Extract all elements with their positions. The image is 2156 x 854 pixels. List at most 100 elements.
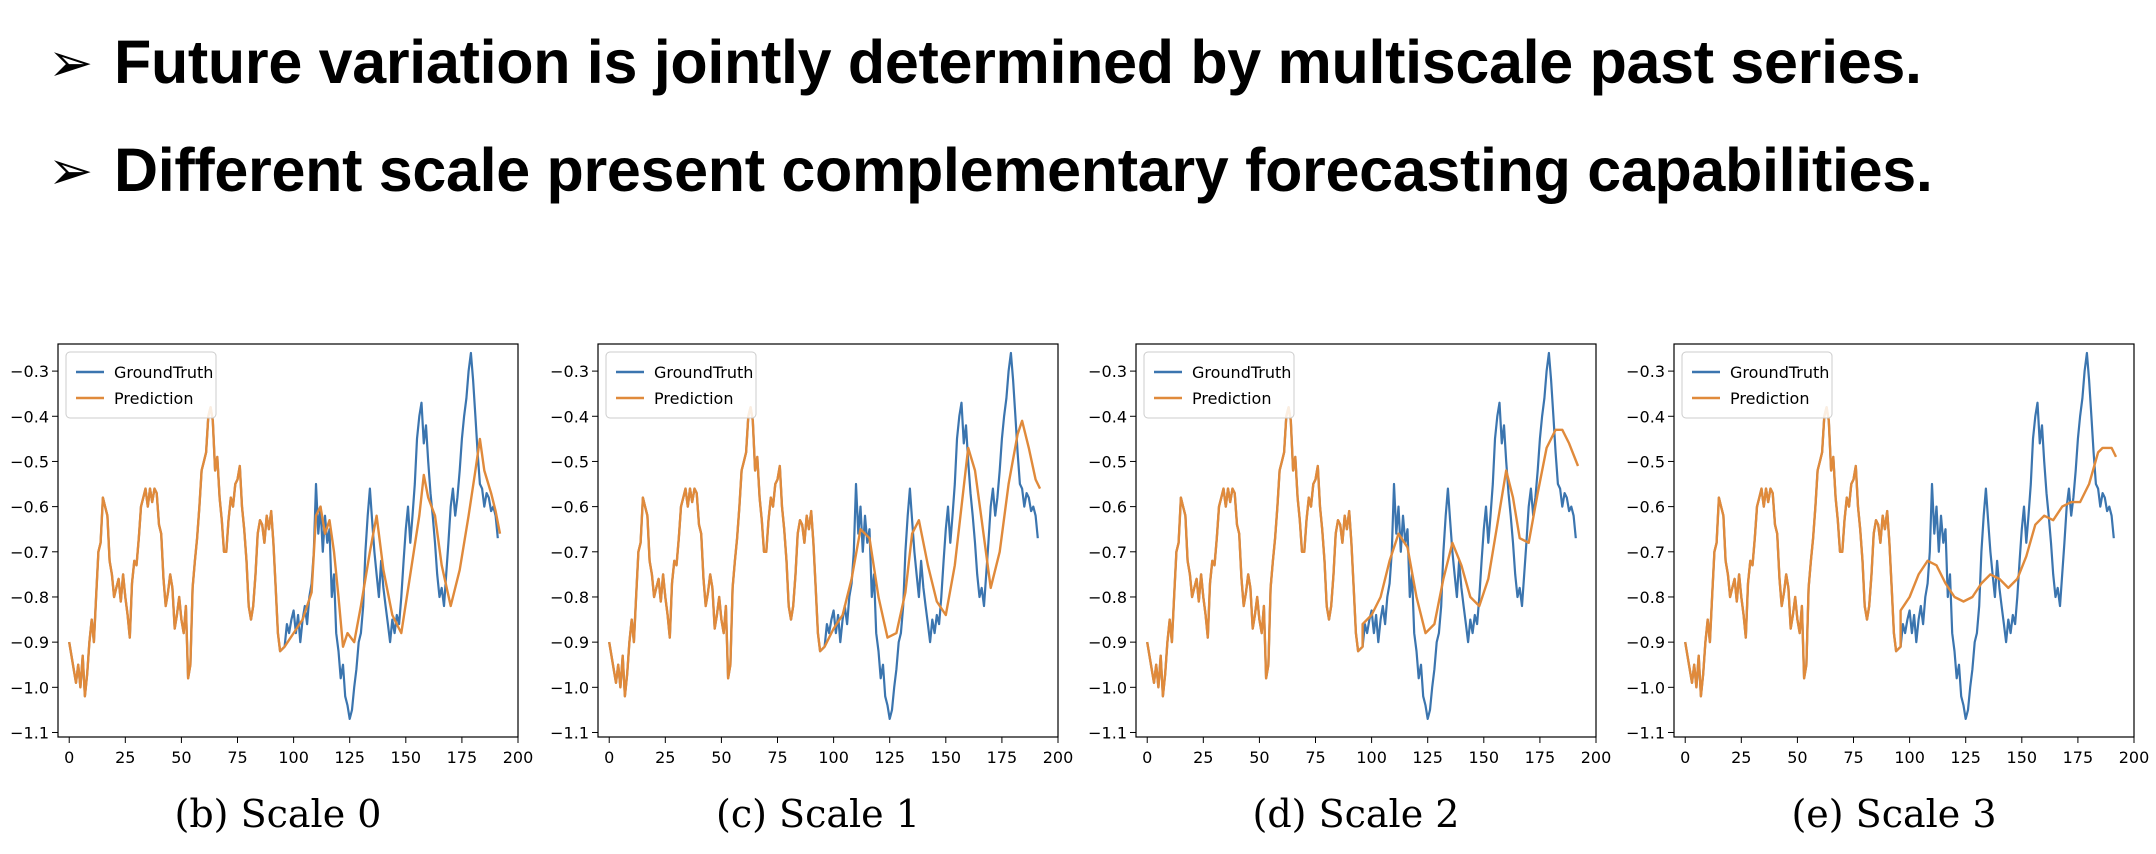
chart-panel: −0.3 −0.4 −0.5 −0.6 −0.7 −0.8 −0.9 −1.0 −1.1 0 25 5… (1626, 343, 2150, 836)
y-tick-label: −0.4 (1626, 407, 1665, 426)
y-tick-label: −1.0 (1088, 678, 1127, 697)
x-tick-label: 0 (604, 748, 614, 767)
x-tick-label: 175 (2063, 748, 2094, 767)
legend-label-prediction: Prediction (654, 389, 733, 408)
x-tick-label: 175 (447, 748, 478, 767)
x-tick-label: 125 (874, 748, 905, 767)
y-tick-label: −0.4 (550, 407, 589, 426)
x-tick-label: 175 (1525, 748, 1556, 767)
y-tick-label: −0.6 (10, 498, 49, 517)
x-tick-label: 125 (334, 748, 365, 767)
arrow-bullet-icon: ➢ (48, 30, 94, 94)
x-tick-label: 0 (1142, 748, 1152, 767)
y-tick-label: −0.8 (550, 588, 589, 607)
legend-box (1143, 351, 1295, 419)
bullet-text: Different scale present complementary fo… (114, 136, 1933, 204)
chart-panel: −0.3 −0.4 −0.5 −0.6 −0.7 −0.8 −0.9 −1.0 −1.1 0 25 5… (1088, 343, 1612, 836)
bullet-text: Future variation is jointly determined b… (114, 28, 1922, 96)
x-tick-label: 175 (987, 748, 1018, 767)
x-tick-label: 25 (1193, 748, 1213, 767)
y-tick-label: −1.1 (10, 723, 49, 742)
y-tick-label: −1.0 (10, 678, 49, 697)
chart-caption: (d) Scale 2 (1253, 792, 1460, 836)
legend-box (605, 351, 757, 419)
y-tick-label: −0.5 (10, 452, 49, 471)
y-tick-label: −1.0 (1626, 678, 1665, 697)
y-tick-label: −1.0 (550, 678, 589, 697)
y-tick-label: −0.3 (1626, 362, 1665, 381)
prediction-line (68, 405, 502, 698)
x-tick-label: 0 (1680, 748, 1690, 767)
y-tick-label: −0.5 (550, 452, 589, 471)
x-tick-label: 200 (1043, 748, 1074, 767)
y-tick-label: −0.9 (10, 633, 49, 652)
bullet-list: ➢ Future variation is jointly determined… (48, 8, 1933, 224)
prediction-line (1684, 405, 2118, 698)
legend-label-prediction: Prediction (1730, 389, 1809, 408)
x-tick-label: 25 (655, 748, 675, 767)
x-tick-label: 200 (2119, 748, 2150, 767)
y-tick-label: −1.1 (1088, 723, 1127, 742)
chart-caption: (c) Scale 1 (716, 792, 920, 836)
x-tick-label: 25 (115, 748, 135, 767)
legend-label-groundtruth: GroundTruth (654, 363, 753, 382)
x-tick-label: 125 (1412, 748, 1443, 767)
y-tick-label: −0.7 (550, 543, 589, 562)
x-tick-label: 50 (171, 748, 191, 767)
x-tick-label: 150 (1469, 748, 1500, 767)
legend-box (1681, 351, 1833, 419)
y-tick-label: −0.7 (1088, 543, 1127, 562)
y-tick-label: −0.6 (550, 498, 589, 517)
arrow-bullet-icon: ➢ (48, 138, 94, 202)
y-tick-label: −0.7 (10, 543, 49, 562)
y-tick-label: −1.1 (550, 723, 589, 742)
legend-label-groundtruth: GroundTruth (1730, 363, 1829, 382)
prediction-line (608, 405, 1042, 698)
y-tick-label: −0.9 (1626, 633, 1665, 652)
x-tick-label: 75 (1843, 748, 1863, 767)
y-tick-label: −0.8 (10, 588, 49, 607)
x-tick-label: 150 (2007, 748, 2038, 767)
y-tick-label: −0.5 (1626, 452, 1665, 471)
x-tick-label: 100 (1894, 748, 1925, 767)
y-tick-label: −0.3 (10, 362, 49, 381)
x-tick-label: 200 (503, 748, 534, 767)
x-tick-label: 0 (64, 748, 74, 767)
x-tick-label: 100 (818, 748, 849, 767)
x-tick-label: 150 (391, 748, 422, 767)
y-tick-label: −0.9 (1088, 633, 1127, 652)
chart-caption: (b) Scale 0 (175, 792, 382, 836)
y-tick-label: −0.8 (1626, 588, 1665, 607)
x-tick-label: 150 (931, 748, 962, 767)
x-tick-label: 125 (1950, 748, 1981, 767)
y-tick-label: −0.5 (1088, 452, 1127, 471)
x-tick-label: 75 (767, 748, 787, 767)
bullet-item: ➢ Different scale present complementary … (48, 116, 1933, 224)
y-tick-label: −0.3 (550, 362, 589, 381)
legend-label-prediction: Prediction (1192, 389, 1271, 408)
x-tick-label: 75 (227, 748, 247, 767)
x-tick-label: 100 (278, 748, 309, 767)
x-tick-label: 100 (1356, 748, 1387, 767)
bullet-item: ➢ Future variation is jointly determined… (48, 8, 1933, 116)
x-tick-label: 50 (711, 748, 731, 767)
legend-box (65, 351, 217, 419)
prediction-line (1146, 405, 1580, 698)
y-tick-label: −0.6 (1626, 498, 1665, 517)
legend-label-prediction: Prediction (114, 389, 193, 408)
y-tick-label: −0.9 (550, 633, 589, 652)
x-tick-label: 50 (1249, 748, 1269, 767)
chart-caption: (e) Scale 3 (1791, 792, 1996, 836)
chart-panels: −0.3 −0.4 −0.5 −0.6 −0.7 −0.8 −0.9 −1.0 −1.1 0 25 5… (10, 343, 2150, 836)
y-tick-label: −0.3 (1088, 362, 1127, 381)
legend-label-groundtruth: GroundTruth (114, 363, 213, 382)
y-tick-label: −0.8 (1088, 588, 1127, 607)
y-tick-label: −0.7 (1626, 543, 1665, 562)
legend-label-groundtruth: GroundTruth (1192, 363, 1291, 382)
x-tick-label: 50 (1787, 748, 1807, 767)
y-tick-label: −0.4 (10, 407, 49, 426)
x-tick-label: 200 (1581, 748, 1612, 767)
y-tick-label: −0.6 (1088, 498, 1127, 517)
chart-panel: −0.3 −0.4 −0.5 −0.6 −0.7 −0.8 −0.9 −1.0 −1.1 0 25 5… (10, 343, 534, 836)
x-tick-label: 75 (1305, 748, 1325, 767)
